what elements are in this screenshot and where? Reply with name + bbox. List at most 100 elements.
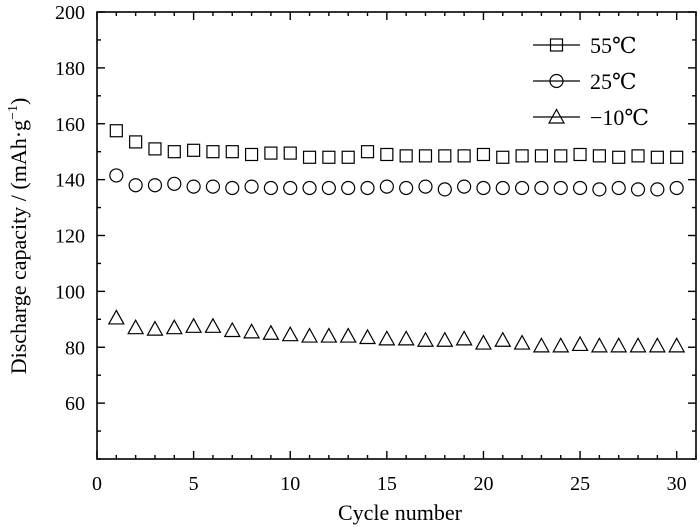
data-point-triangle — [378, 330, 396, 346]
data-point-square — [476, 147, 491, 162]
x-tick-label: 5 — [189, 473, 199, 495]
data-point-circle — [514, 180, 530, 196]
y-axis-title-close: ) — [6, 98, 31, 105]
data-point-triangle — [243, 323, 261, 339]
data-point-square — [225, 145, 239, 159]
data-point-triangle — [165, 318, 183, 335]
y-axis-title-main: Discharge capacity / (mAh·g — [6, 120, 31, 374]
data-point-square — [264, 146, 278, 160]
y-axis-title-superscript: −1 — [6, 105, 21, 120]
y-tick-label: 120 — [55, 226, 85, 248]
data-point-triangle — [552, 337, 570, 353]
data-point-square — [322, 150, 336, 164]
data-point-triangle — [339, 327, 357, 343]
data-point-circle — [109, 168, 124, 183]
data-markers — [107, 124, 686, 353]
x-tick-label: 30 — [667, 473, 687, 495]
x-tick-labels: 0 5 10 15 20 25 30 — [92, 473, 687, 495]
data-point-square — [592, 149, 606, 163]
x-tick-label: 15 — [377, 473, 397, 495]
data-point-triangle — [107, 309, 125, 325]
data-point-circle — [147, 178, 163, 193]
data-point-triangle — [397, 330, 415, 346]
data-point-triangle — [474, 334, 492, 350]
data-point-triangle — [590, 337, 608, 353]
data-point-circle — [244, 179, 259, 194]
data-point-square — [612, 150, 626, 164]
data-point-square — [515, 149, 529, 163]
legend-entry: 55℃ — [533, 33, 637, 58]
data-point-square — [457, 149, 471, 163]
data-point-triangle — [301, 327, 319, 343]
legend-label: 25℃ — [590, 69, 637, 94]
data-point-triangle — [127, 318, 145, 335]
data-point-triangle — [571, 335, 589, 352]
legend-label: 55℃ — [590, 33, 637, 58]
legend-marker-square — [549, 38, 564, 52]
series-circle — [109, 168, 684, 197]
data-point-circle — [495, 180, 510, 196]
data-point-triangle — [262, 324, 280, 340]
series-square — [109, 124, 684, 164]
data-point-square — [418, 149, 433, 163]
y-tick-labels: 60 80 100 120 140 160 180 200 — [55, 2, 85, 415]
data-point-triangle — [494, 331, 512, 347]
data-point-triangle — [320, 327, 338, 343]
data-point-square — [167, 145, 181, 159]
data-point-square — [631, 149, 645, 163]
data-point-square — [670, 150, 684, 164]
data-point-circle — [302, 180, 317, 196]
data-point-triangle — [610, 337, 628, 353]
data-point-square — [302, 150, 317, 164]
data-point-triangle — [436, 331, 454, 347]
y-tick-label: 140 — [55, 170, 85, 192]
x-tick-label: 20 — [473, 473, 493, 495]
axis-ticks — [96, 11, 697, 460]
data-point-circle — [360, 180, 375, 196]
data-point-circle — [167, 176, 182, 191]
data-point-circle — [437, 182, 452, 197]
y-tick-label: 200 — [55, 2, 85, 24]
data-point-circle — [592, 182, 607, 197]
data-point-triangle — [416, 331, 435, 347]
series-triangle — [107, 309, 686, 353]
y-tick-label: 160 — [55, 114, 85, 136]
data-point-circle — [630, 182, 646, 197]
data-point-triangle — [668, 337, 686, 353]
data-point-triangle — [629, 337, 647, 353]
data-point-circle — [418, 179, 433, 194]
data-point-square — [438, 149, 452, 163]
y-axis-title: Discharge capacity / (mAh·g−1) — [6, 98, 31, 375]
data-point-square — [244, 147, 259, 162]
data-point-triangle — [185, 317, 203, 333]
x-tick-label: 0 — [92, 473, 102, 495]
data-point-square — [534, 149, 549, 163]
data-point-square — [399, 149, 413, 163]
data-point-square — [206, 145, 220, 159]
data-point-circle — [650, 182, 665, 197]
data-point-triangle — [146, 320, 164, 336]
x-tick-label: 25 — [570, 473, 590, 495]
y-tick-label: 60 — [65, 393, 85, 415]
data-point-triangle — [281, 325, 299, 342]
data-point-triangle — [455, 330, 473, 346]
data-point-square — [283, 146, 297, 160]
data-point-circle — [379, 179, 394, 194]
data-point-triangle — [358, 328, 377, 345]
data-point-square — [109, 124, 123, 138]
legend-entry: 25℃ — [533, 69, 637, 94]
data-point-circle — [611, 180, 626, 196]
data-point-triangle — [223, 321, 241, 338]
y-tick-label: 180 — [55, 58, 85, 80]
data-point-circle — [321, 180, 336, 196]
data-point-circle — [476, 180, 491, 196]
data-point-circle — [283, 180, 298, 196]
legend-entry: −10℃ — [533, 105, 649, 130]
data-point-circle — [341, 180, 356, 196]
data-point-square — [129, 135, 143, 149]
data-point-square — [187, 143, 201, 157]
data-point-circle — [263, 180, 279, 196]
x-axis-title: Cycle number — [338, 500, 463, 525]
data-point-circle — [128, 178, 143, 193]
